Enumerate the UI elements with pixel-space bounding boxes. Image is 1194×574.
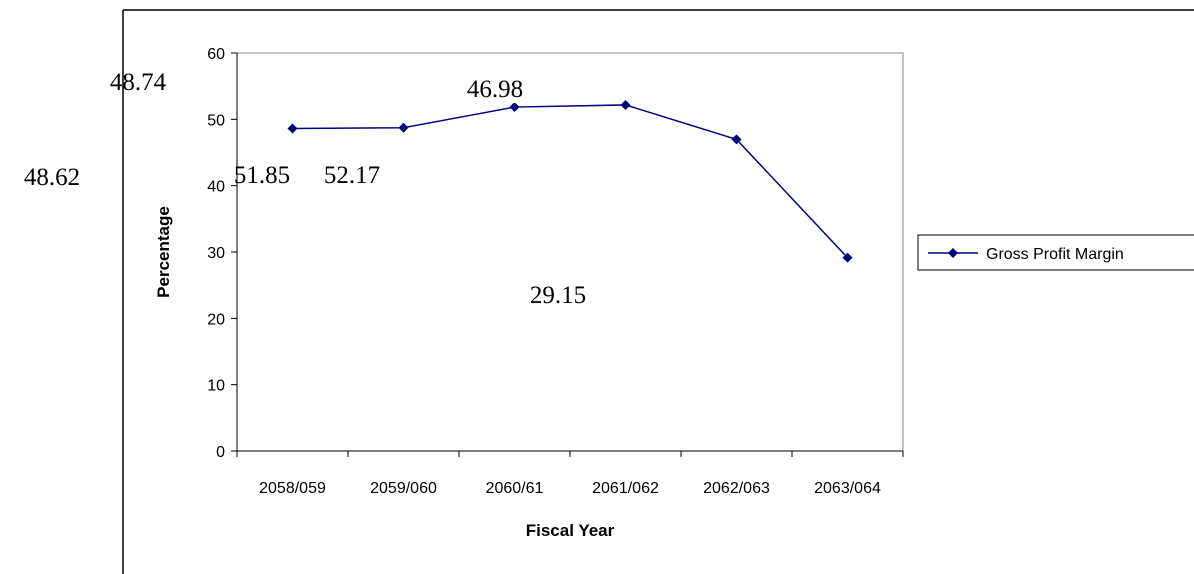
- marker: [842, 252, 853, 263]
- x-tick-label: 2063/064: [814, 480, 881, 497]
- marker: [398, 122, 409, 133]
- data-label: 29.15: [530, 282, 586, 309]
- x-tick-label: 2061/062: [592, 480, 659, 497]
- y-tick-label: 60: [207, 46, 225, 63]
- y-tick-label: 30: [207, 245, 225, 262]
- marker: [620, 99, 631, 110]
- legend-marker: [948, 248, 958, 258]
- y-tick-label: 10: [207, 378, 225, 395]
- y-tick-label: 40: [207, 179, 225, 196]
- marker: [287, 123, 298, 134]
- x-axis-title: Fiscal Year: [526, 521, 615, 540]
- y-tick-label: 20: [207, 311, 225, 328]
- line: [292, 104, 849, 259]
- y-tick-label: 0: [216, 444, 225, 461]
- x-tick-label: 2062/063: [703, 480, 770, 497]
- data-label: 48.62: [24, 164, 80, 191]
- x-tick-label: 2059/060: [370, 480, 437, 497]
- marker: [509, 102, 520, 113]
- plot-area: [236, 52, 904, 452]
- legend-label: Gross Profit Margin: [986, 246, 1124, 263]
- x-tick-label: 2060/61: [486, 480, 544, 497]
- data-label: 52.17: [324, 162, 380, 189]
- data-label: 51.85: [234, 162, 290, 189]
- y-axis-title: Percentage: [154, 206, 173, 298]
- data-label: 48.74: [110, 69, 167, 96]
- marker: [731, 134, 742, 145]
- label-bg: [463, 77, 527, 103]
- data-label: 46.98: [467, 76, 523, 103]
- x-tick-label: 2058/059: [259, 480, 326, 497]
- y-tick-label: 50: [207, 112, 225, 129]
